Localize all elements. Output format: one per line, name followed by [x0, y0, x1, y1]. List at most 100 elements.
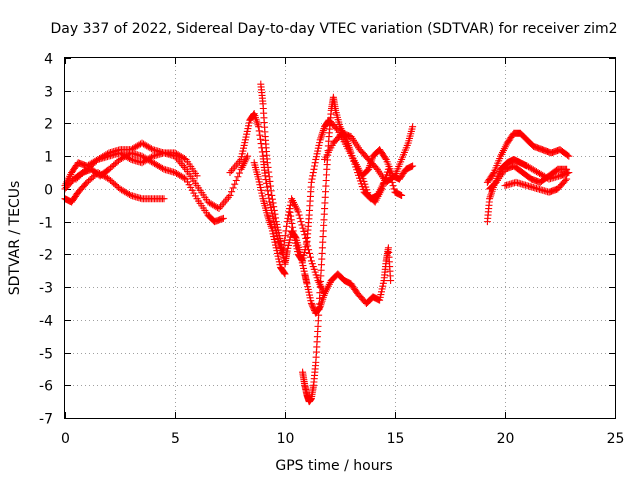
data-point [319, 128, 327, 136]
data-point [318, 130, 326, 138]
data-point [409, 162, 417, 170]
data-point [268, 191, 276, 199]
data-point [398, 191, 406, 199]
data-point [287, 212, 295, 220]
data-point [387, 277, 395, 285]
data-point [193, 172, 201, 180]
x-tick-label: 10 [277, 431, 295, 447]
data-point [486, 193, 494, 201]
y-tick-label: -3 [39, 281, 53, 297]
y-tick-label: 3 [44, 85, 53, 101]
y-tick-label: -4 [39, 314, 53, 330]
data-point [563, 175, 571, 183]
data-point [306, 253, 314, 261]
data-point [266, 177, 274, 185]
data-point [232, 176, 240, 184]
data-point [228, 188, 236, 196]
data-point [317, 132, 325, 140]
data-point [286, 208, 294, 216]
data-point [125, 191, 133, 199]
y-tick-label: -5 [39, 347, 53, 363]
data-point [253, 119, 261, 127]
data-point [409, 123, 417, 131]
series-arc-4 [72, 139, 201, 183]
y-tick-label: -7 [39, 412, 53, 428]
y-axis-label: SDTVAR / TECUs [7, 181, 23, 296]
data-point [255, 127, 263, 135]
series-arc-13 [483, 129, 573, 186]
data-point [309, 169, 317, 177]
chart-title: Day 337 of 2022, Sidereal Day-to-day VTE… [51, 21, 618, 37]
data-point [311, 162, 319, 170]
series-arc-9 [285, 116, 417, 265]
data-point [235, 169, 243, 177]
data-point [256, 135, 264, 143]
data-point [385, 169, 393, 177]
y-tick-labels: -7 -6 -5 -4 -3 -2 -1 0 1 2 3 4 [39, 52, 53, 428]
data-point [306, 249, 314, 257]
data-point [272, 214, 280, 222]
data-point [297, 218, 305, 226]
series-arc-11 [358, 165, 406, 206]
data-point [389, 182, 397, 190]
data-point [486, 195, 494, 203]
data-point [308, 175, 316, 183]
data-point [179, 162, 187, 170]
data-point [244, 152, 252, 160]
x-axis-label: GPS time / hours [275, 458, 392, 474]
data-point [234, 173, 242, 181]
data-point [228, 167, 236, 175]
data-point [487, 191, 495, 199]
data-point [180, 174, 188, 182]
data-point [281, 270, 289, 278]
data-point [254, 121, 262, 129]
data-points [61, 80, 573, 406]
data-point [265, 217, 273, 225]
data-point [298, 221, 306, 229]
data-point [277, 237, 285, 245]
data-point [103, 150, 111, 158]
data-point [268, 195, 276, 203]
data-point [288, 220, 296, 228]
data-point [285, 205, 293, 213]
data-point [256, 131, 264, 139]
data-point [287, 216, 295, 224]
y-tick-label: 4 [44, 52, 53, 68]
series-arc-14 [486, 162, 571, 193]
data-point [307, 178, 315, 186]
y-tick-label: 1 [44, 150, 53, 166]
data-point [564, 151, 572, 159]
data-point [565, 152, 573, 160]
x-tick-labels: 0 5 10 15 20 25 [61, 431, 624, 447]
data-point [280, 269, 288, 277]
data-point [270, 206, 278, 214]
x-tick-label: 5 [171, 431, 180, 447]
data-point [231, 180, 239, 188]
data-point [229, 184, 237, 192]
data-point [281, 232, 289, 240]
data-point [221, 197, 229, 205]
data-point [270, 203, 278, 211]
data-point [267, 187, 275, 195]
axis-ticks [65, 58, 616, 419]
data-point [219, 214, 227, 222]
data-point [266, 219, 274, 227]
data-point [344, 141, 352, 149]
series-arc-15 [501, 175, 571, 196]
data-point [226, 169, 234, 177]
data-point [223, 195, 231, 203]
data-point [177, 160, 185, 168]
data-point [296, 214, 304, 222]
data-point [381, 154, 389, 162]
data-point [388, 178, 396, 186]
y-tick-label: -6 [39, 379, 53, 395]
data-point [309, 172, 317, 180]
data-point [160, 195, 168, 203]
data-point [387, 175, 395, 183]
data-point [283, 222, 291, 230]
x-tick-label: 15 [387, 431, 405, 447]
data-point [176, 158, 184, 166]
data-point [180, 163, 188, 171]
y-tick-label: -2 [39, 248, 53, 264]
